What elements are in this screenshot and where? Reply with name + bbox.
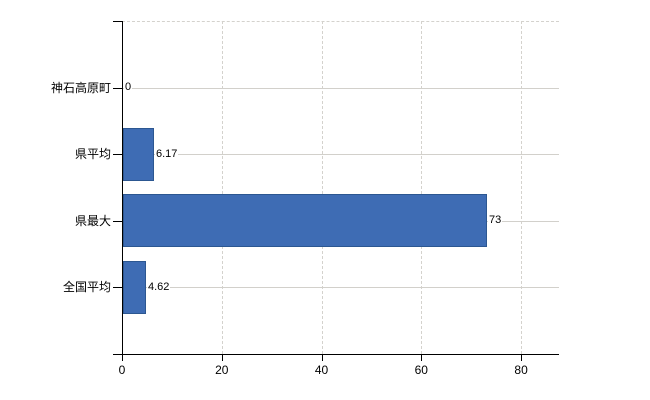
x-axis-tick [221, 354, 223, 361]
plot-top-border [122, 21, 559, 22]
x-axis-tick [421, 354, 423, 361]
vertical-gridline [521, 21, 523, 354]
category-label: 全国平均 [62, 280, 111, 295]
bar-value-label: 6.17 [155, 147, 179, 161]
category-gridline [122, 154, 559, 156]
y-axis-tick [113, 220, 122, 222]
y-axis-tick [113, 21, 122, 22]
x-axis-tick-label: 40 [314, 363, 329, 377]
x-axis-line [113, 354, 559, 355]
x-axis-tick [321, 354, 323, 361]
y-axis-tick [113, 87, 122, 89]
x-axis-tick-label: 80 [514, 363, 528, 377]
category-label: 県最大 [74, 213, 111, 228]
category-gridline [122, 87, 559, 89]
category-label: 神石高原町 [50, 80, 111, 95]
x-axis-tick-label: 60 [414, 363, 428, 377]
vertical-gridline [421, 21, 423, 354]
x-axis-tick-label: 0 [118, 363, 126, 377]
bar [123, 260, 146, 314]
bar-value-label: 0 [124, 81, 133, 95]
category-gridline [122, 287, 559, 289]
x-axis-tick-label: 20 [215, 363, 229, 377]
vertical-gridline [321, 21, 323, 354]
bar [123, 194, 487, 248]
bar-value-label: 73 [488, 214, 503, 228]
y-axis-line [122, 21, 123, 361]
bar-value-label: 4.62 [147, 280, 171, 294]
bar [123, 127, 154, 181]
x-axis-tick [122, 354, 123, 361]
x-axis-tick [521, 354, 523, 361]
y-axis-tick [113, 287, 122, 289]
y-axis-tick [113, 154, 122, 156]
vertical-gridline [221, 21, 223, 354]
category-label: 県平均 [74, 147, 111, 162]
